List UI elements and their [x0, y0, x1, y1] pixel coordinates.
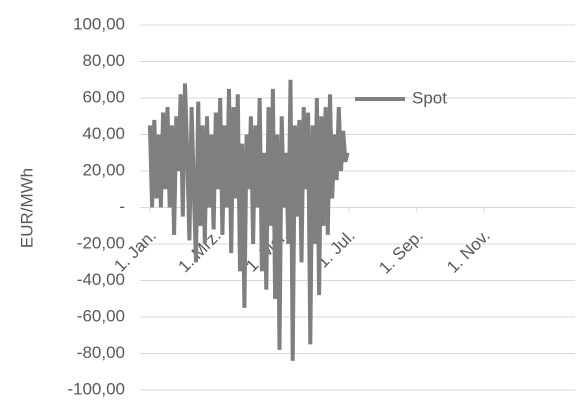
- y-axis-label: EUR/MWh: [17, 168, 36, 248]
- y-tick-label: 60,00: [82, 87, 125, 106]
- y-tick-label: 80,00: [82, 51, 125, 70]
- y-tick-label: -80,00: [77, 343, 125, 362]
- y-tick-label: -40,00: [77, 270, 125, 289]
- x-tick-label: 1. Nov.: [443, 226, 494, 277]
- x-tick-label: 1. Mrz.: [175, 226, 225, 276]
- series-line: [147, 79, 350, 361]
- y-tick-label: -20,00: [77, 233, 125, 252]
- y-tick-label: -: [119, 197, 125, 216]
- y-tick-label: 100,00: [73, 14, 125, 33]
- y-tick-label: 20,00: [82, 160, 125, 179]
- y-tick-label: -60,00: [77, 306, 125, 325]
- legend-label: Spot: [412, 88, 447, 107]
- y-tick-label: -100,00: [67, 379, 125, 398]
- x-tick-label: 1. Sep.: [375, 226, 427, 278]
- y-tick-label: 40,00: [82, 124, 125, 143]
